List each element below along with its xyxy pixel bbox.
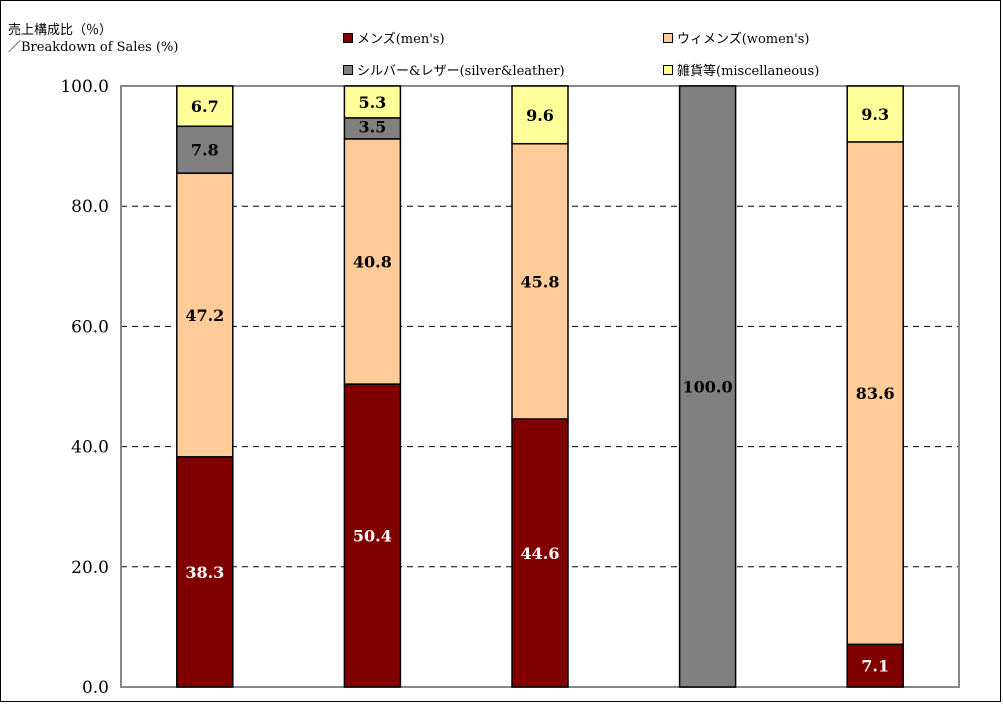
bar-1-segment-0: [343, 383, 402, 688]
y-tick-label-4: 80.0: [71, 197, 109, 217]
y-axis-title-line-1: 売上構成比（％）: [8, 23, 113, 38]
y-tick-label-0: 0.0: [82, 678, 109, 698]
bar-0-segment-3: [176, 85, 234, 128]
legend-swatch-silver-leather: [343, 64, 353, 75]
data-label-1-2: 3.5: [358, 117, 386, 136]
bar-4-segment-0: [846, 643, 904, 688]
y-axis-title-line-2: ／Breakdown of Sales (%): [8, 40, 179, 55]
legend-swatch-miscellaneous: [663, 64, 673, 75]
y-tick-label-2: 40.0: [71, 438, 109, 458]
data-label-1-0: 50.4: [353, 527, 392, 546]
bar-1-segment-3: [343, 85, 402, 119]
legend-item-miscellaneous: 雑貨等(miscellaneous): [663, 60, 819, 79]
bar-2-segment-1: [511, 142, 569, 420]
data-label-1-1: 40.8: [353, 252, 392, 271]
data-label-1-3: 5.3: [358, 93, 386, 112]
data-label-3-2: 100.0: [683, 378, 733, 397]
legend-item-womens: ウィメンズ(women's): [663, 28, 809, 47]
data-label-4-0: 7.1: [861, 657, 889, 676]
bar-2-segment-0: [511, 418, 569, 688]
data-label-4-3: 9.3: [861, 105, 889, 124]
legend-swatch-womens: [663, 32, 673, 43]
data-label-2-1: 45.8: [521, 272, 560, 291]
legend-item-silver-leather: シルバー&レザー(silver&leather): [343, 60, 565, 79]
data-label-0-2: 7.8: [191, 141, 219, 160]
bar-0-segment-2: [176, 125, 234, 174]
y-tick-label-1: 20.0: [71, 558, 109, 578]
data-label-0-3: 6.7: [191, 97, 219, 116]
legend-label-mens: メンズ(men's): [357, 32, 445, 47]
legend-label-miscellaneous: 雑貨等(miscellaneous): [677, 64, 820, 79]
y-tick-label-3: 60.0: [71, 317, 109, 337]
y-axis-title: 売上構成比（％） ／Breakdown of Sales (%): [8, 22, 178, 56]
bar-4-segment-3: [846, 85, 904, 143]
data-label-2-0: 44.6: [521, 544, 560, 563]
bar-1-segment-1: [343, 138, 402, 385]
bar-3-segment-2: [678, 85, 737, 688]
data-label-2-3: 9.6: [526, 106, 554, 125]
data-label-0-0: 38.3: [185, 563, 224, 582]
legend-label-silver-leather: シルバー&レザー(silver&leather): [357, 64, 565, 79]
bar-0-segment-1: [176, 172, 234, 458]
y-tick-label-5: 100.0: [60, 77, 109, 97]
legend-label-womens: ウィメンズ(women's): [677, 32, 810, 47]
data-label-0-1: 47.2: [185, 306, 224, 325]
bar-0-segment-0: [176, 456, 234, 688]
bar-2-segment-3: [511, 85, 569, 145]
data-label-4-1: 83.6: [856, 384, 895, 403]
legend-item-mens: メンズ(men's): [343, 28, 445, 47]
bar-4-segment-1: [846, 141, 904, 646]
legend: メンズ(men's) ウィメンズ(women's) シルバー&レザー(silve…: [343, 26, 903, 80]
legend-swatch-mens: [343, 32, 353, 43]
